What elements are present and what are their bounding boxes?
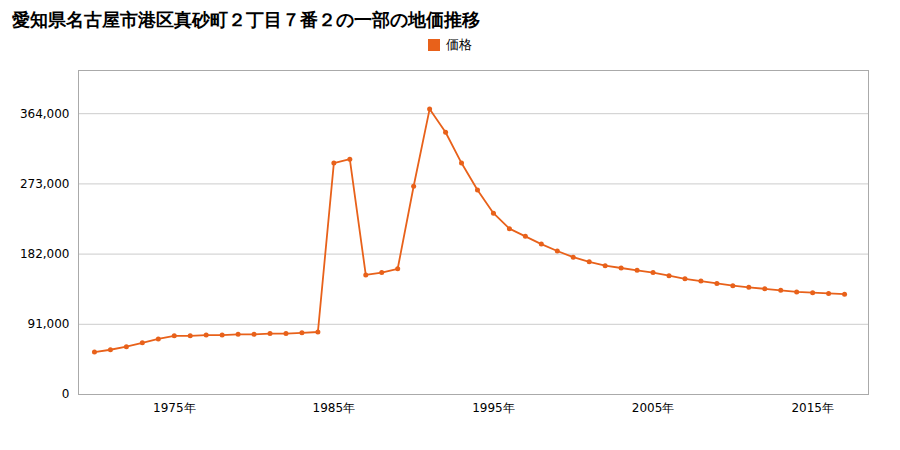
svg-text:1995年: 1995年 — [472, 401, 515, 415]
svg-text:182,000: 182,000 — [20, 247, 70, 261]
html-text:価格: 価格 — [446, 37, 472, 52]
svg-text:1975年: 1975年 — [153, 401, 196, 415]
svg-text:1985年: 1985年 — [313, 401, 356, 415]
svg-text:2015年: 2015年 — [791, 401, 834, 415]
svg-text:91,000: 91,000 — [28, 317, 70, 331]
svg-text:273,000: 273,000 — [20, 177, 70, 191]
svg-text:2005年: 2005年 — [632, 401, 675, 415]
svg-text:0: 0 — [62, 387, 70, 401]
svg-text:364,000: 364,000 — [20, 107, 70, 121]
html-text:愛知県名古屋市港区真砂町２丁目７番２の一部の地価推移: 愛知県名古屋市港区真砂町２丁目７番２の一部の地価推移 — [12, 9, 480, 30]
